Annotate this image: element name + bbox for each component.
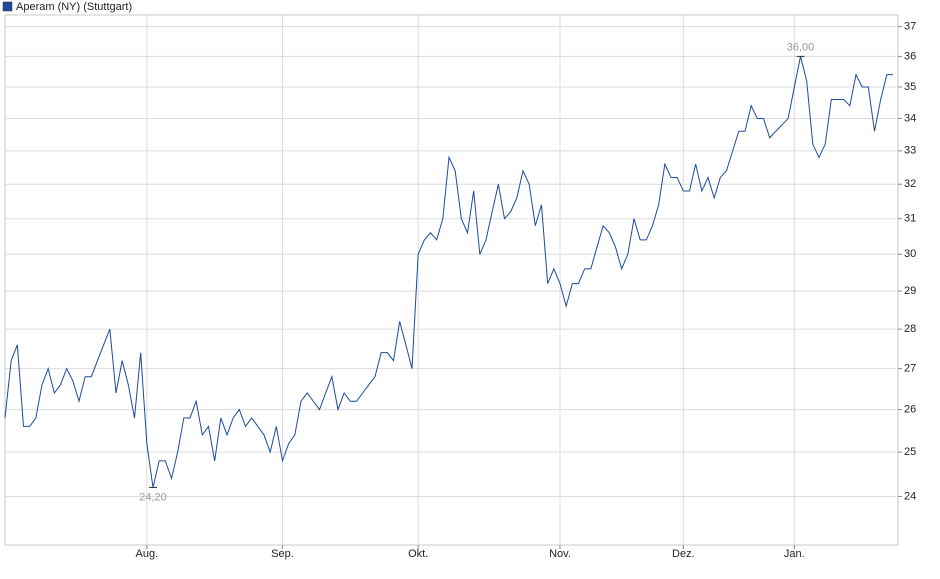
y-tick-label: 26 <box>904 403 916 415</box>
legend-label: Aperam (NY) (Stuttgart) <box>16 1 132 13</box>
x-tick-label: Jan. <box>784 548 805 560</box>
price-line <box>4 56 893 488</box>
plot-frame <box>4 14 899 546</box>
x-tick-label: Aug. <box>136 548 159 560</box>
x-tick-label: Dez. <box>672 548 695 560</box>
y-tick-label: 24 <box>904 490 916 502</box>
y-tick-label: 36 <box>904 50 916 62</box>
y-tick-label: 35 <box>904 81 916 93</box>
y-tick-label: 37 <box>904 21 916 33</box>
extreme-label: 36,00 <box>787 41 815 53</box>
extreme-label: 24,20 <box>139 491 167 503</box>
legend-swatch <box>2 1 13 12</box>
x-tick-label: Sep. <box>271 548 294 560</box>
y-tick-label: 32 <box>904 178 916 190</box>
y-tick-label: 30 <box>904 248 916 260</box>
y-tick-label: 33 <box>904 145 916 157</box>
y-tick-label: 31 <box>904 213 916 225</box>
x-tick-label: Nov. <box>549 548 571 560</box>
y-tick-label: 28 <box>904 323 916 335</box>
x-tick-label: Okt. <box>408 548 428 560</box>
y-tick-label: 25 <box>904 446 916 458</box>
y-tick-label: 34 <box>904 112 916 124</box>
y-tick-label: 29 <box>904 285 916 297</box>
y-tick-label: 27 <box>904 363 916 375</box>
